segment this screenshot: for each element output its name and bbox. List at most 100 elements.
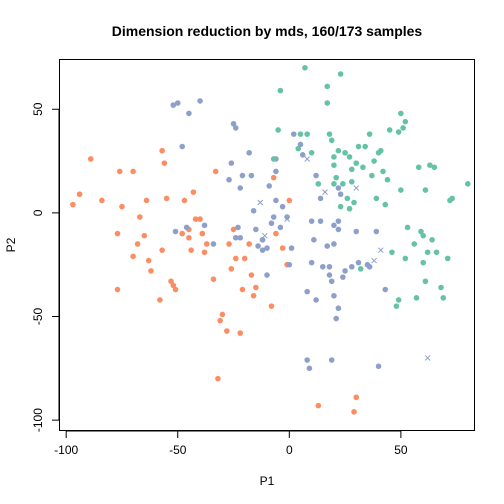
data-point [114, 286, 121, 293]
data-point [411, 241, 418, 247]
data-point [116, 168, 123, 175]
data-point [438, 284, 444, 291]
data-point [348, 178, 355, 185]
data-point [279, 245, 286, 251]
data-point [297, 141, 304, 148]
data-point [239, 172, 246, 179]
data-point [308, 259, 315, 266]
data-point [259, 247, 266, 253]
data-point [377, 147, 384, 154]
data-point [170, 102, 177, 108]
data-point [273, 197, 279, 204]
data-point [235, 224, 241, 231]
data-point [335, 147, 342, 154]
data-point [308, 149, 315, 156]
data-point [284, 214, 290, 220]
data-point [353, 394, 360, 401]
data-point [313, 297, 319, 303]
data-point [369, 172, 375, 179]
data-point-cross [284, 216, 290, 222]
data-point [315, 402, 322, 409]
data-point [172, 228, 179, 235]
data-point [199, 230, 206, 237]
data-point [250, 292, 257, 299]
data-point-cross [322, 189, 328, 196]
data-point [270, 214, 277, 220]
data-point [422, 278, 429, 285]
data-point [268, 303, 275, 309]
data-point [186, 234, 192, 241]
x-axis-label: P1 [260, 474, 275, 488]
data-point [239, 286, 246, 293]
x-tick-label: -50 [169, 443, 187, 457]
data-point [253, 226, 259, 233]
data-point [87, 156, 94, 162]
data-point [420, 232, 426, 239]
data-point [362, 143, 368, 150]
data-point [290, 131, 297, 137]
data-point [395, 129, 402, 135]
data-point [192, 216, 199, 222]
data-point [228, 160, 235, 166]
data-point [371, 158, 377, 164]
data-point [331, 222, 337, 229]
data-point [306, 365, 313, 372]
data-point [219, 311, 226, 318]
data-point [275, 127, 281, 133]
data-point [340, 274, 346, 280]
data-point [440, 295, 447, 301]
data-point [398, 110, 404, 117]
data-point [360, 164, 366, 171]
data-point [246, 241, 252, 247]
data-point [324, 100, 331, 106]
data-point [255, 243, 261, 249]
data-point-cross [371, 257, 377, 264]
data-point-cross [353, 185, 360, 191]
y-tick-label: 0 [31, 209, 45, 216]
data-point [159, 247, 165, 253]
data-point [230, 226, 237, 233]
data-point [246, 149, 252, 156]
data-point [197, 216, 203, 222]
data-point [317, 218, 324, 224]
data-point [268, 220, 275, 227]
data-point [288, 245, 295, 251]
data-point [266, 183, 273, 189]
data-point [297, 131, 304, 137]
data-point [145, 257, 152, 264]
data-point [304, 131, 310, 137]
data-point [375, 363, 382, 370]
data-point [335, 226, 342, 233]
data-point [382, 201, 389, 208]
data-point [226, 176, 232, 183]
data-point [351, 199, 357, 206]
data-point [70, 201, 76, 208]
data-point [273, 230, 279, 237]
data-point [326, 263, 333, 270]
data-point [315, 181, 322, 187]
data-point [181, 197, 188, 204]
data-point [304, 357, 310, 363]
data-point [337, 203, 344, 210]
data-point [217, 317, 223, 324]
data-point [404, 224, 411, 231]
data-point [324, 83, 331, 90]
data-point [273, 168, 279, 175]
data-point [215, 375, 221, 382]
data-point [295, 145, 302, 152]
data-point [335, 305, 342, 312]
y-axis: -100 -50 0 50 [31, 102, 60, 432]
data-point [353, 160, 360, 166]
data-point [286, 197, 293, 204]
data-points [70, 64, 471, 415]
data-point [429, 237, 435, 243]
data-point [351, 409, 357, 415]
data-point [237, 234, 244, 241]
data-point [232, 125, 239, 131]
data-point [253, 284, 259, 291]
data-point [264, 245, 270, 251]
data-point [317, 195, 324, 202]
data-point [141, 232, 148, 239]
x-tick-label: -100 [54, 443, 78, 457]
data-point [382, 286, 389, 293]
